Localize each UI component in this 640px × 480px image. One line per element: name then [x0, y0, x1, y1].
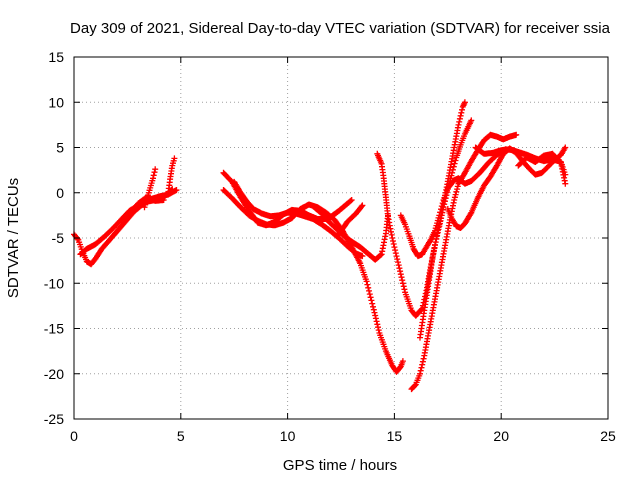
x-tick-label: 5 — [177, 428, 185, 444]
axis-ticks: 0 5 10 15 20 25 -25 -20 -15 -10 -5 0 5 10 15 — [44, 49, 616, 444]
y-tick-label: -5 — [52, 230, 65, 246]
y-tick-label: 10 — [48, 94, 64, 110]
data-series-track — [231, 178, 366, 260]
y-tick-label: 5 — [56, 140, 64, 156]
y-tick-label: 15 — [48, 49, 64, 65]
data-series-track — [335, 202, 366, 238]
data-series-track — [515, 150, 569, 187]
data-series-track — [472, 144, 569, 178]
y-tick-label: -15 — [44, 321, 64, 337]
x-tick-label: 20 — [493, 428, 509, 444]
x-tick-label: 10 — [280, 428, 296, 444]
y-tick-label: 0 — [56, 185, 64, 201]
y-tick-label: -20 — [44, 366, 64, 382]
data-series-track — [165, 155, 178, 198]
x-tick-label: 25 — [600, 428, 616, 444]
data-series-track — [417, 99, 468, 341]
y-tick-label: -25 — [44, 411, 64, 427]
x-tick-label: 0 — [70, 428, 78, 444]
x-axis-label: GPS time / hours — [283, 457, 397, 474]
y-tick-label: -10 — [44, 275, 64, 291]
data-series-track — [126, 194, 167, 218]
chart-title: Day 309 of 2021, Sidereal Day-to-day VTE… — [70, 20, 611, 37]
y-axis-label: SDTVAR / TECUs — [5, 178, 22, 298]
data-series-track — [310, 197, 355, 221]
x-tick-label: 15 — [387, 428, 403, 444]
data-points — [71, 99, 569, 393]
